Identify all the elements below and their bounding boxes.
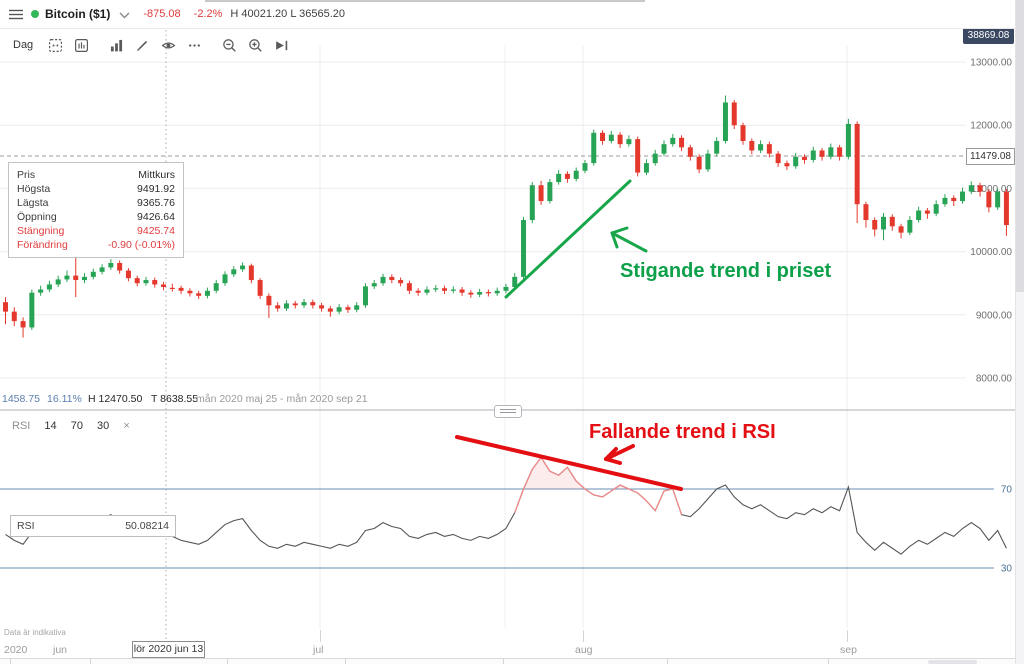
rsi-value-tooltip: RSI 50.08214 (10, 515, 176, 537)
price-tick-label: 10000.00 (970, 247, 1012, 258)
price-tick-label: 9000.00 (976, 310, 1013, 321)
menu-icon[interactable] (9, 9, 23, 20)
info-row: Lägsta 9365.76 (17, 197, 175, 209)
scrollbar-thumb[interactable] (928, 660, 977, 664)
price-uptrend-arrow (610, 226, 629, 235)
axis-month-label: jun (53, 644, 68, 656)
interval-settings-icon[interactable] (48, 38, 63, 53)
visible-period: mån 2020 maj 25 - mån 2020 sep 21 (196, 393, 368, 405)
axis-month-label: sep (840, 644, 857, 656)
month-tick (847, 630, 848, 642)
time-axis[interactable]: 2020 jun jul aug sep lör 2020 jun 13 (0, 630, 1016, 658)
visibility-eye-icon[interactable] (161, 38, 176, 53)
rsi-close-icon[interactable]: × (123, 420, 130, 432)
browser-scrollbar-thumb[interactable] (1016, 0, 1024, 292)
data-indicative-note: Data är indikativa (4, 628, 66, 637)
interval-selector[interactable]: Dag (13, 39, 34, 51)
rsi-downtrend-arrow (604, 457, 622, 465)
range-value: 1458.75 (2, 393, 40, 405)
rsi-trend-annotation-text: Fallande trend i RSI (589, 421, 776, 443)
info-row: Högsta 9491.92 (17, 183, 175, 195)
axis-year-label: 2020 (4, 644, 28, 656)
tab-edge-artifact (205, 0, 645, 2)
rsi-downtrend-line (455, 435, 683, 491)
rsi-label: RSI (12, 420, 31, 432)
axis-month-label: aug (575, 644, 593, 656)
axis-month-label: jul (313, 644, 324, 656)
range-percent: 16.11% (47, 393, 82, 405)
indicators-icon[interactable] (109, 38, 124, 53)
rsi-line (5, 456, 1007, 555)
price-tick-label: 8000.00 (976, 374, 1013, 385)
candlestick-series (3, 95, 1009, 338)
go-to-latest-icon[interactable] (274, 38, 289, 53)
market-open-dot (31, 10, 39, 18)
info-row: Förändring -0.90 (-0.01%) (17, 239, 175, 251)
browser-scrollbar-track[interactable] (1015, 0, 1024, 664)
rsi-tick-label: 70 (1001, 485, 1013, 496)
session-high-low: H 40021.20 L 36565.20 (230, 8, 345, 20)
instrument-title[interactable]: Bitcoin ($1) (45, 7, 111, 21)
rsi-lower-level: 30 (97, 420, 110, 432)
chart-horizontal-scrollbar[interactable] (0, 658, 1016, 664)
range-high: H 12470.50 (88, 393, 143, 405)
info-row: Pris Mittkurs (17, 169, 175, 181)
month-tick (583, 630, 584, 642)
rsi-upper-level: 70 (70, 420, 83, 432)
crosshair-date-label: lör 2020 jun 13 (132, 641, 205, 658)
info-row: Öppning 9426.64 (17, 211, 175, 223)
month-tick (320, 630, 321, 642)
chart-type-icon[interactable] (74, 38, 89, 53)
drawing-tools-icon[interactable] (135, 38, 150, 53)
price-info-panel: Pris Mittkurs Högsta 9491.92 Lägsta 9365.76… (8, 162, 184, 258)
price-change-pct: -2.2% (193, 8, 223, 20)
price-tick-label: 12000.00 (970, 121, 1012, 132)
price-uptrend-arrow (610, 231, 619, 249)
chevron-down-icon[interactable] (119, 12, 130, 19)
rsi-downtrend-arrow (604, 447, 618, 461)
zoom-out-icon[interactable] (222, 38, 237, 53)
rsi-line-highlighted (514, 456, 683, 515)
panel-resize-grip[interactable] (494, 405, 522, 418)
rsi-tick-label: 30 (1001, 564, 1013, 575)
price-change: -875.08 (143, 8, 181, 20)
price-uptrend-arrow (610, 231, 648, 253)
rsi-indicator-header: RSI 14 70 30 × (12, 420, 141, 432)
price-trend-annotation-text: Stigande trend i priset (620, 260, 832, 282)
more-options-icon[interactable] (187, 38, 202, 53)
rsi-period: 14 (44, 420, 57, 432)
chart-toolbar: Dag (0, 29, 289, 61)
instrument-topbar: Bitcoin ($1) -875.08 -2.2% H 40021.20 L … (0, 0, 1016, 29)
last-price-badge: 38869.08 (963, 27, 1014, 44)
range-low: T 8638.55 (151, 393, 199, 405)
price-uptrend-line (504, 179, 632, 299)
price-tick-label: 11000.00 (971, 184, 1012, 195)
info-row: Stängning 9425.74 (17, 225, 175, 237)
rsi-overbought-fill (514, 457, 682, 489)
range-status-bar: 1458.75 16.11% H 12470.50 T 8638.55 mån … (0, 391, 1016, 407)
price-tick-label: 13000.00 (970, 58, 1012, 69)
crosshair-price-label: 11479.08 (966, 148, 1015, 165)
zoom-in-icon[interactable] (248, 38, 263, 53)
